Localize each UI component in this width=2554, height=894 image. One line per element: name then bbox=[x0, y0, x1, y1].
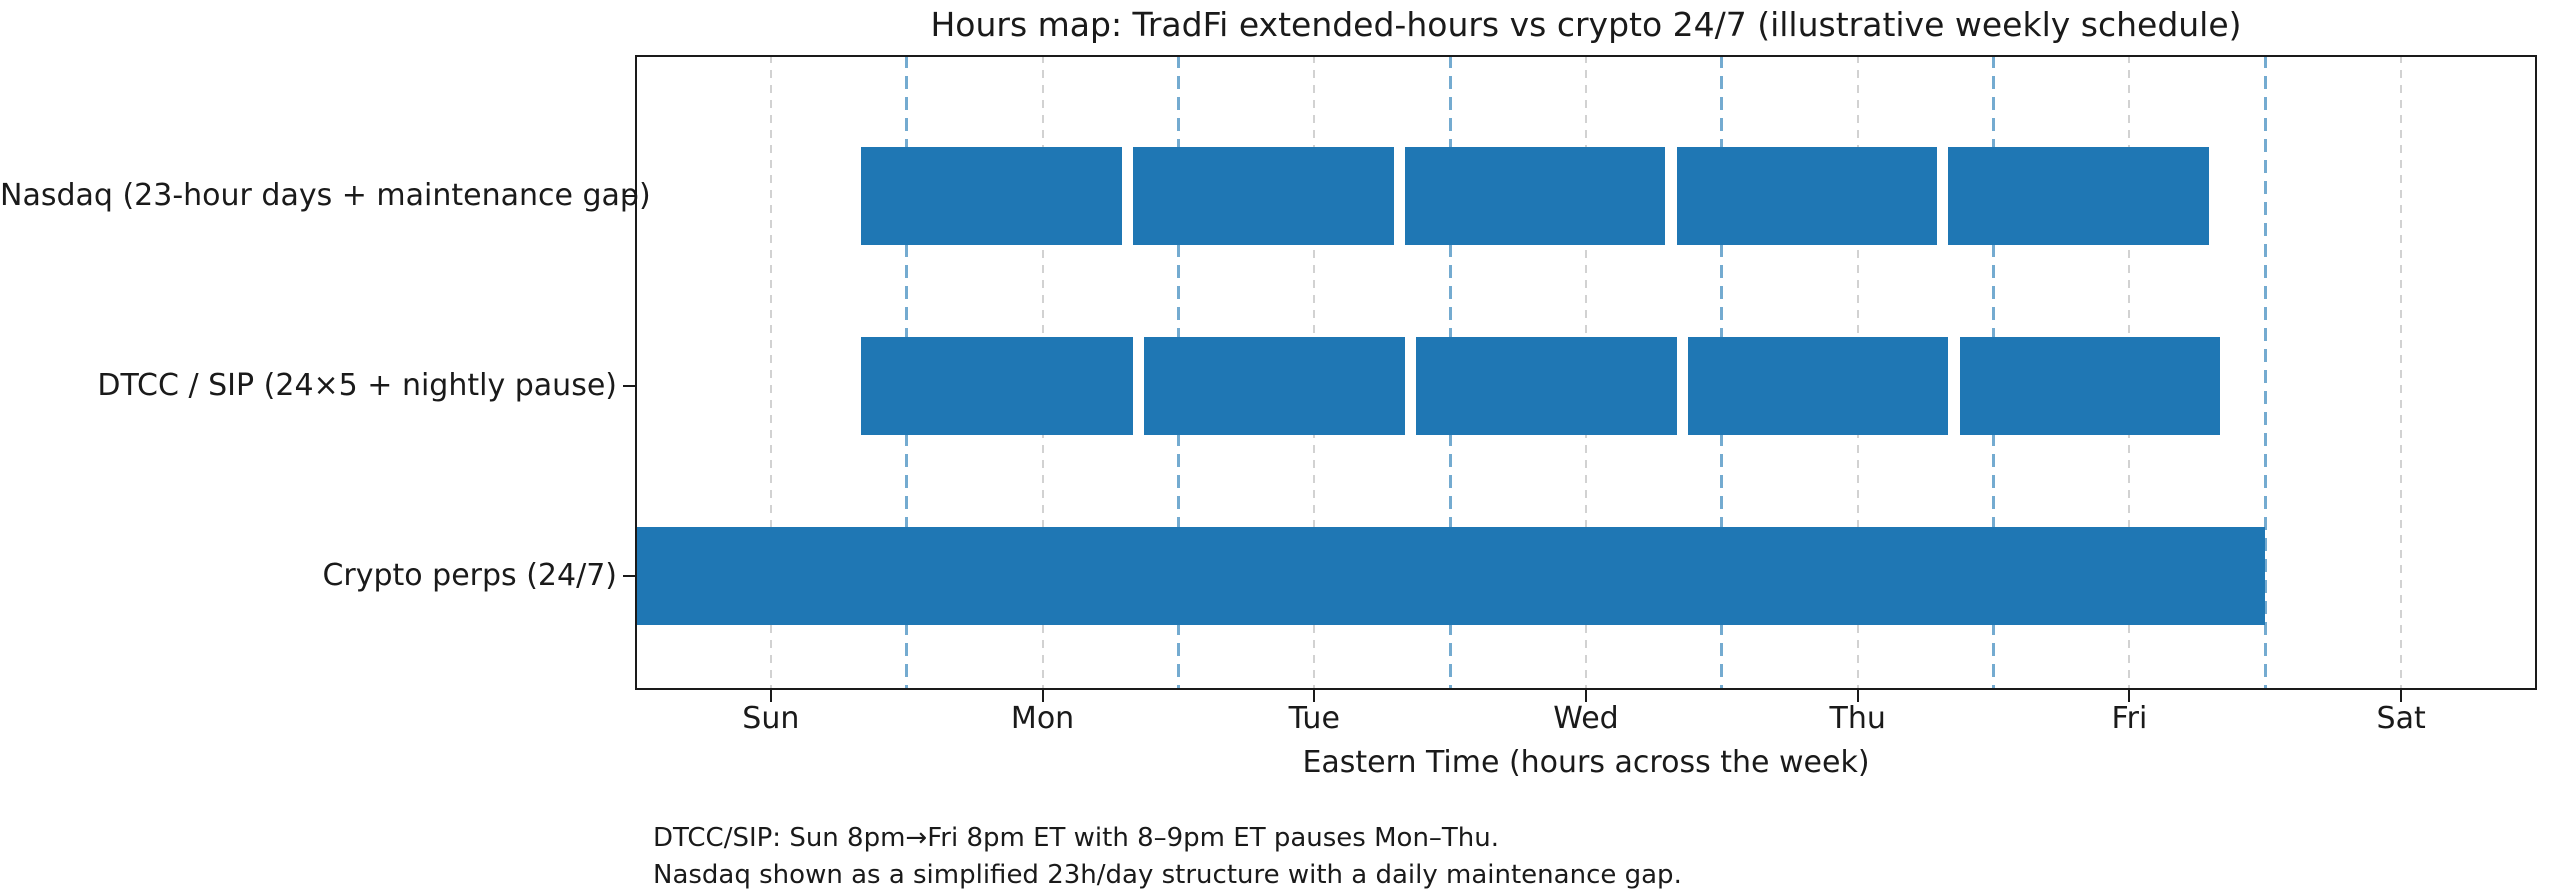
gantt-bar bbox=[1959, 337, 2220, 435]
footnote-line: DTCC/SIP: Sun 8pm→Fri 8pm ET with 8–9pm … bbox=[653, 823, 1500, 853]
gantt-bar bbox=[1687, 337, 1949, 435]
y-tick-mark bbox=[623, 575, 635, 577]
gridline-day-noon bbox=[769, 55, 772, 690]
x-tick-label: Mon bbox=[1010, 701, 1075, 736]
gantt-bar bbox=[1133, 147, 1394, 245]
y-tick-mark bbox=[623, 385, 635, 387]
gantt-bar bbox=[1676, 147, 1937, 245]
x-tick-label: Wed bbox=[1553, 701, 1619, 736]
chart-footnotes: DTCC/SIP: Sun 8pm→Fri 8pm ET with 8–9pm … bbox=[653, 820, 1682, 894]
footnote-line: Nasdaq shown as a simplified 23h/day str… bbox=[653, 860, 1682, 890]
chart-title: Hours map: TradFi extended-hours vs cryp… bbox=[930, 5, 2242, 44]
gantt-bar bbox=[1416, 337, 1677, 435]
gantt-bar bbox=[1404, 147, 1666, 245]
x-axis-title: Eastern Time (hours across the week) bbox=[1302, 745, 1870, 780]
y-tick-mark bbox=[623, 195, 635, 197]
gridline-day-noon bbox=[2400, 55, 2403, 690]
x-tick-mark bbox=[1313, 690, 1316, 702]
x-tick-mark bbox=[1041, 690, 1044, 702]
x-tick-label: Thu bbox=[1829, 701, 1886, 736]
gantt-bar bbox=[1948, 147, 2209, 245]
gantt-bar bbox=[861, 337, 1134, 435]
x-tick-mark bbox=[2400, 690, 2403, 702]
x-tick-label: Sun bbox=[742, 701, 800, 736]
x-tick-label: Sat bbox=[2376, 701, 2426, 736]
x-tick-label: Fri bbox=[2111, 701, 2148, 736]
x-tick-mark bbox=[1856, 690, 1859, 702]
gantt-bar bbox=[635, 527, 2266, 625]
y-axis-label: DTCC / SIP (24×5 + nightly pause) bbox=[97, 368, 617, 403]
x-tick-mark bbox=[2128, 690, 2131, 702]
gridline-midnight bbox=[2263, 55, 2267, 690]
plot-area bbox=[635, 55, 2537, 690]
y-axis-label: Crypto perps (24/7) bbox=[322, 558, 617, 593]
x-tick-mark bbox=[769, 690, 772, 702]
y-axis-label: Nasdaq (23-hour days + maintenance gap) bbox=[0, 178, 651, 213]
x-tick-mark bbox=[1585, 690, 1587, 702]
gantt-bar bbox=[861, 147, 1122, 245]
x-tick-label: Tue bbox=[1288, 701, 1340, 736]
gantt-bar bbox=[1144, 337, 1405, 435]
